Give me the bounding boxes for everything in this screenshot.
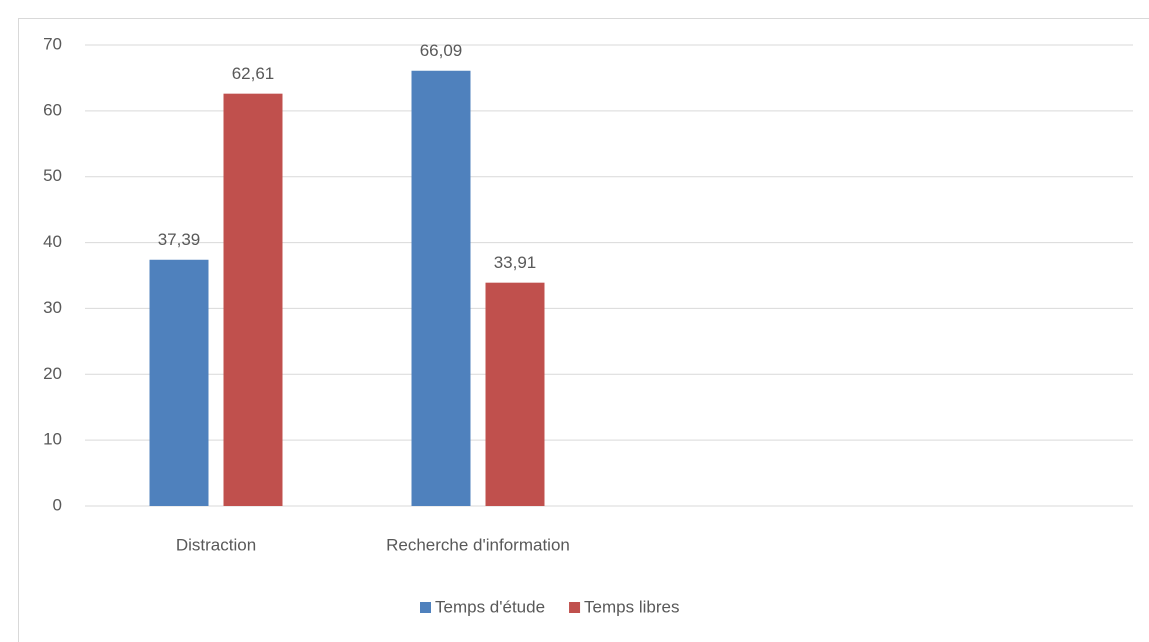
x-tick-label: Recherche d'information (386, 535, 570, 554)
data-label: 62,61 (232, 64, 275, 83)
bar (149, 259, 209, 506)
legend-label: Temps d'étude (435, 597, 545, 616)
data-label: 37,39 (158, 230, 201, 249)
data-label: 33,91 (494, 253, 537, 272)
y-tick-label: 30 (43, 298, 62, 317)
y-tick-label: 40 (43, 232, 62, 251)
legend-label: Temps libres (584, 597, 679, 616)
data-label: 66,09 (420, 41, 463, 60)
x-tick-label: Distraction (176, 535, 256, 554)
y-tick-label: 0 (53, 495, 62, 514)
bar (411, 70, 471, 506)
legend-swatch (569, 602, 581, 613)
y-tick-label: 50 (43, 166, 62, 185)
y-tick-label: 20 (43, 364, 62, 383)
y-tick-label: 10 (43, 430, 62, 449)
y-tick-label: 70 (43, 34, 62, 53)
y-tick-label: 60 (43, 100, 62, 119)
chart-border (18, 18, 1149, 642)
bar (223, 93, 283, 506)
bar (485, 282, 545, 506)
legend-swatch (420, 602, 431, 613)
